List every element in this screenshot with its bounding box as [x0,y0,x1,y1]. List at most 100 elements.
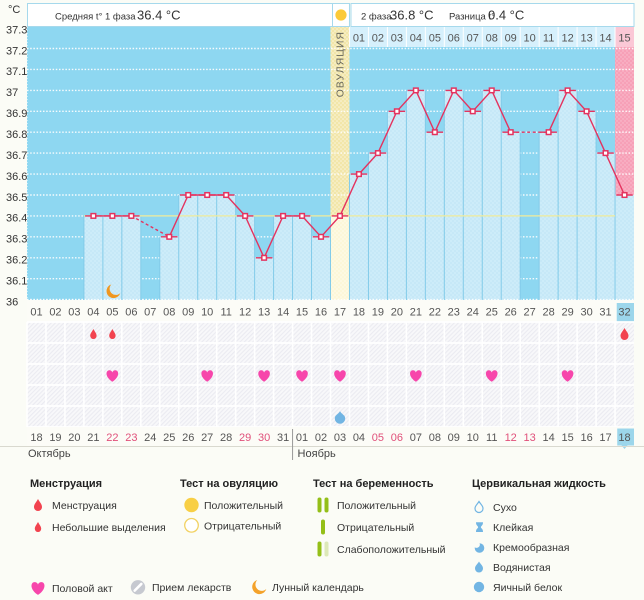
svg-text:Ноябрь: Ноябрь [298,448,336,460]
svg-text:Отрицательный: Отрицательный [204,521,281,533]
svg-text:Лунный календарь: Лунный календарь [272,582,364,594]
svg-text:Менструация: Менструация [52,500,117,512]
svg-text:17: 17 [334,307,346,319]
svg-text:05: 05 [429,33,441,45]
svg-text:22: 22 [106,432,118,444]
svg-text:Отрицательный: Отрицательный [337,522,414,534]
svg-text:30: 30 [258,432,270,444]
svg-text:18: 18 [30,432,42,444]
svg-text:29: 29 [239,432,251,444]
svg-text:36.7: 36.7 [6,150,27,162]
svg-text:03: 03 [391,33,403,45]
svg-text:19: 19 [372,307,384,319]
svg-text:11: 11 [543,33,554,45]
svg-text:28: 28 [543,307,555,319]
svg-text:36.4: 36.4 [6,213,27,225]
svg-text:04: 04 [87,307,99,319]
svg-text:Небольшие выделения: Небольшие выделения [52,522,166,534]
svg-text:36.9: 36.9 [6,108,27,120]
svg-text:Тест на овуляцию: Тест на овуляцию [180,478,278,490]
svg-text:05: 05 [106,307,118,319]
svg-text:01: 01 [30,307,42,319]
svg-text:04: 04 [353,432,365,444]
svg-text:07: 07 [467,33,479,45]
svg-text:01: 01 [353,33,365,45]
svg-text:26: 26 [505,307,517,319]
svg-text:05: 05 [372,432,384,444]
svg-text:Положительный: Положительный [337,500,416,512]
svg-text:13: 13 [258,307,270,319]
svg-text:01: 01 [296,432,308,444]
svg-text:Половой акт: Половой акт [52,583,113,595]
svg-text:Положительный: Положительный [204,500,283,512]
svg-text:°C: °C [8,4,20,16]
svg-text:02: 02 [315,432,327,444]
svg-text:25: 25 [163,432,175,444]
svg-text:26: 26 [182,432,194,444]
svg-text:07: 07 [144,307,156,319]
svg-text:18: 18 [353,307,365,319]
svg-text:ОВУЛЯЦИЯ: ОВУЛЯЦИЯ [336,31,347,97]
svg-text:25: 25 [486,307,498,319]
svg-text:20: 20 [391,307,403,319]
svg-text:24: 24 [467,307,479,319]
svg-text:14: 14 [543,432,555,444]
svg-text:29: 29 [561,307,573,319]
svg-text:36: 36 [6,296,18,308]
svg-text:37.3: 37.3 [6,24,27,36]
svg-text:10: 10 [467,432,479,444]
svg-text:Сухо: Сухо [493,502,517,514]
svg-text:16: 16 [315,307,327,319]
svg-text:Клейкая: Клейкая [493,522,533,534]
svg-text:32: 32 [618,307,630,319]
svg-text:15: 15 [296,307,308,319]
svg-text:31: 31 [277,432,289,444]
svg-text:12: 12 [505,432,517,444]
svg-text:19: 19 [49,432,61,444]
svg-text:36.3: 36.3 [6,234,27,246]
svg-text:08: 08 [163,307,175,319]
svg-text:10: 10 [524,33,536,45]
svg-text:08: 08 [486,33,498,45]
svg-text:37.2: 37.2 [6,45,27,57]
svg-text:14: 14 [599,33,611,45]
svg-text:Тест на беременность: Тест на беременность [313,478,434,490]
svg-text:Слабоположительный: Слабоположительный [337,544,446,556]
svg-text:Яичный белок: Яичный белок [493,582,563,594]
svg-text:Цервикальная жидкость: Цервикальная жидкость [472,478,606,490]
svg-text:31: 31 [599,307,611,319]
svg-text:13: 13 [580,33,592,45]
svg-text:20: 20 [68,432,80,444]
svg-text:15: 15 [561,432,573,444]
svg-text:24: 24 [144,432,156,444]
svg-text:Средняя t° 1 фаза: Средняя t° 1 фаза [55,12,136,23]
svg-text:09: 09 [182,307,194,319]
svg-text:36.2: 36.2 [6,255,27,267]
svg-text:Водянистая: Водянистая [493,562,551,574]
svg-text:15: 15 [618,33,630,45]
svg-text:36.6: 36.6 [6,171,27,183]
svg-text:27: 27 [201,432,213,444]
svg-text:07: 07 [410,432,422,444]
svg-text:21: 21 [410,307,422,319]
svg-text:Октябрь: Октябрь [28,448,71,460]
svg-text:23: 23 [125,432,137,444]
svg-text:36.4 °C: 36.4 °C [137,8,181,23]
svg-text:13: 13 [524,432,536,444]
svg-text:10: 10 [201,307,213,319]
svg-text:06: 06 [125,307,137,319]
svg-text:22: 22 [429,307,441,319]
svg-text:2 фаза: 2 фаза [361,12,392,23]
svg-text:28: 28 [220,432,232,444]
svg-text:02: 02 [49,307,61,319]
svg-text:12: 12 [561,33,573,45]
svg-text:11: 11 [220,307,231,319]
svg-text:16: 16 [580,432,592,444]
svg-text:Менструация: Менструация [30,478,102,490]
svg-text:02: 02 [372,33,384,45]
svg-text:0.4 °C: 0.4 °C [488,8,524,23]
svg-text:Прием лекарств: Прием лекарств [152,582,232,594]
svg-text:03: 03 [68,307,80,319]
svg-text:36.8 °C: 36.8 °C [390,8,434,23]
svg-text:17: 17 [599,432,611,444]
